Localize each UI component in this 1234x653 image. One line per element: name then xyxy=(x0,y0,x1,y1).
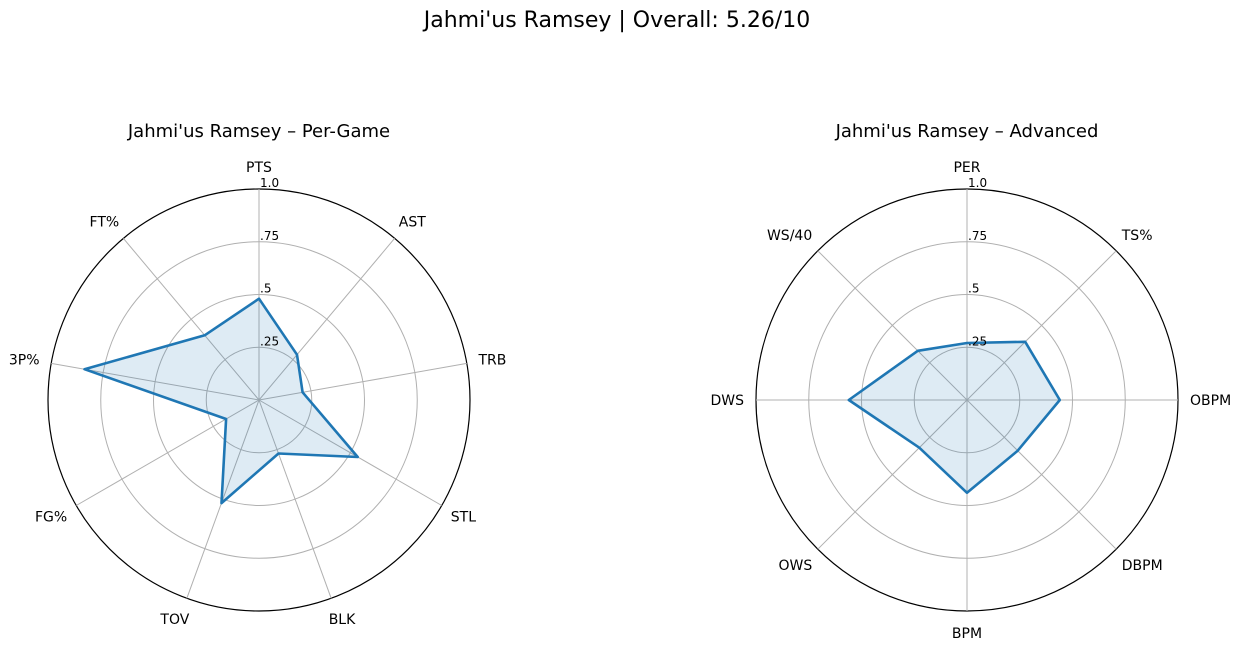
axis-label-ast: AST xyxy=(399,215,426,231)
radar-panel-per-game: Jahmi'us Ramsey – Per-Game .25 .5 .75 1.0PT… xyxy=(9,121,506,628)
axis-label-obpm: OBPM xyxy=(1190,393,1231,409)
axis-label-ows: OWS xyxy=(778,558,812,574)
axis-label-tov: TOV xyxy=(159,612,189,628)
grid-spoke xyxy=(258,399,442,506)
axis-label-pts: PTS xyxy=(246,160,272,176)
axis-label-3p: 3P% xyxy=(9,353,40,369)
grid-spoke xyxy=(258,238,396,401)
axis-label-dbpm: DBPM xyxy=(1122,558,1163,574)
radial-tick-label: 1.0 xyxy=(260,176,279,190)
axis-label-dws: DWS xyxy=(710,393,744,409)
grid-spoke xyxy=(76,399,260,506)
grid-spoke xyxy=(817,399,968,550)
grid-spoke xyxy=(966,250,1117,401)
axis-label-trb: TRB xyxy=(477,353,506,369)
axis-label-bpm: BPM xyxy=(952,626,982,642)
grid-spoke xyxy=(966,399,1117,550)
grid-spoke xyxy=(258,362,467,401)
radial-tick-label: .75 xyxy=(968,229,987,243)
figure-title: Jahmi'us Ramsey | Overall: 5.26/10 xyxy=(423,8,811,33)
radial-tick-label: 1.0 xyxy=(968,176,987,190)
axis-label-ft: FT% xyxy=(90,215,120,231)
axis-label-ts: TS% xyxy=(1121,228,1153,244)
series-polygon xyxy=(847,340,1062,495)
radar-panel-advanced: Jahmi'us Ramsey – Advanced .25 .5 .75 1.0PE… xyxy=(710,121,1231,642)
grid-spoke xyxy=(122,238,260,401)
axis-label-stl: STL xyxy=(451,510,476,526)
radial-tick-label: .5 xyxy=(260,282,271,296)
axis-label-fg: FG% xyxy=(35,510,67,526)
radial-tick-label: .5 xyxy=(968,282,979,296)
panel-title: Jahmi'us Ramsey – Per-Game xyxy=(127,121,390,142)
radial-tick-label: .25 xyxy=(260,334,279,348)
grid-spoke xyxy=(817,250,968,401)
panel-title: Jahmi'us Ramsey – Advanced xyxy=(835,121,1099,142)
axis-label-blk: BLK xyxy=(329,612,356,628)
radial-tick-label: .25 xyxy=(968,334,987,348)
radial-tick-label: .75 xyxy=(260,229,279,243)
series-polygon xyxy=(83,297,360,505)
axis-label-per: PER xyxy=(953,160,980,176)
axis-label-ws40: WS/40 xyxy=(767,228,812,244)
grid-spoke xyxy=(258,399,332,599)
